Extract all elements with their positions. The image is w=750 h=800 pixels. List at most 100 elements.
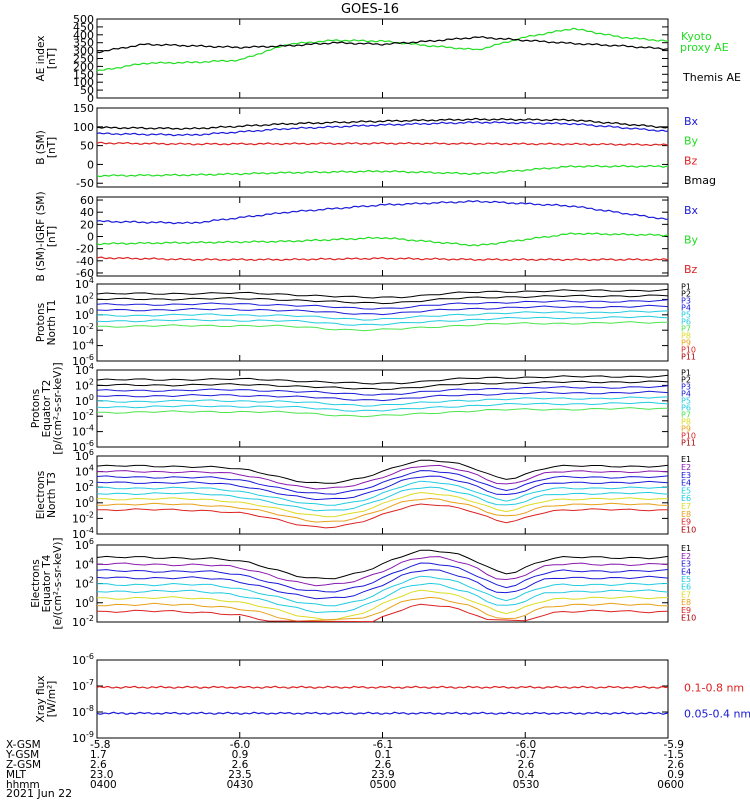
channel-E4 [96,569,669,600]
legend-By: By [684,135,699,148]
channel-P2 [96,380,669,391]
channel-E2 [96,464,669,490]
y-tick-label: 10-2 [72,510,94,525]
y-axis-label: [e/(cm²-s-sr-keV)] [52,538,64,630]
channel-P3 [96,299,669,310]
y-tick-label: 10-2 [72,408,94,423]
panel-frame [96,455,669,535]
y-axis-label: North T1 [46,300,58,346]
x-axis-value: -6.0 [516,739,537,751]
x-axis-value: 0600 [657,779,684,791]
y-tick-label: 0 [87,158,94,171]
legend-E9: E9 [681,606,691,615]
channel-P7 [97,407,669,418]
legend-E4: E4 [681,479,691,488]
x-axis-value: 0530 [513,779,540,791]
legend-Bz: Bz [684,263,698,276]
legend-E5: E5 [681,575,691,584]
legend-E4: E4 [681,567,691,576]
y-tick-label: 150 [73,102,94,115]
y-axis-label: Electrons [30,559,42,608]
series-by [96,232,669,247]
y-tick-label: 10-2 [72,322,94,337]
legend-E1: E1 [681,544,691,553]
panel-frame [96,659,669,739]
y-tick-label: 200 [73,60,94,73]
y-axis-label: Equator T2 [41,380,53,438]
legend-Bx: Bx [684,115,699,128]
legend-0.1-0.8 nm: 0.1-0.8 nm [684,681,744,694]
x-axis-value: 23.0 [90,769,113,781]
series-bmag [96,117,669,130]
legend-E7: E7 [681,590,691,599]
series-kyoto-proxy-ae [96,27,669,72]
series-by [96,164,669,178]
channel-E1 [96,459,669,484]
channel-E1 [96,549,669,580]
y-tick-label: 50 [80,84,94,97]
channel-P4 [96,304,669,316]
x-axis-value: -1.5 [664,749,685,761]
x-row-label: MLT [6,769,26,781]
y-tick-label: 10-6 [72,652,94,667]
y-axis-label: Protons [35,303,47,342]
y-tick-label: -20 [76,243,94,256]
series-themis-ae [96,35,669,54]
legend-E8: E8 [681,510,691,519]
channel-E9 [96,603,669,623]
panel-bsm: -50 0 50 100 150 B (SM) [nT] Bx By Bz Bmag [35,102,716,190]
legend-E3: E3 [681,560,691,569]
y-axis-label: [W/m²] [46,681,58,718]
y-tick-label: 0 [87,92,94,105]
channel-P7 [97,321,669,332]
y-tick-label: 40 [80,206,94,219]
legend-P1: P1 [681,283,691,292]
y-tick-label: 102 [75,479,94,494]
y-axis-label: [nT] [46,48,58,69]
legend-P4: P4 [681,390,691,399]
x-row-label: Y-GSM [5,749,39,761]
legend-P9: P9 [681,425,691,434]
channel-P6 [96,315,669,326]
y-tick-label: 400 [73,29,94,42]
panel-frame [96,18,669,99]
x-axis-value: -6.0 [230,739,251,751]
x-axis-value: 23.9 [371,769,394,781]
channel-E8 [97,497,669,523]
x-axis-value: 0400 [90,779,117,791]
legend-P8: P8 [681,418,691,427]
channel-P6 [96,401,669,412]
y-tick-label: 102 [75,377,94,392]
legend-P7: P7 [681,325,691,334]
y-tick-label: 106 [75,537,94,552]
legend-By: By [684,234,699,247]
footer-date: 2021 Jun 22 [6,787,72,800]
y-tick-label: -60 [76,267,94,280]
y-tick-label: 10-7 [72,678,94,693]
y-tick-label: 102 [75,291,94,306]
channel-E9 [96,503,669,529]
x-axis-value: 0.4 [518,769,535,781]
x-axis-value: 2.6 [90,759,107,771]
channel-P4 [96,390,669,402]
y-tick-label: 10-8 [72,704,94,719]
y-tick-label: 10-6 [72,353,94,368]
y-tick-label: 150 [73,68,94,81]
y-tick-label: -50 [76,177,94,190]
channel-E3 [96,470,669,495]
legend-P3: P3 [681,383,691,392]
x-axis-table: X-GSMY-GSMZ-GSMMLThhmm-5.81.72.623.00400… [5,739,684,791]
series-bx [96,200,668,225]
y-tick-label: 450 [73,21,94,34]
legend-E7: E7 [681,502,691,511]
channel-E7 [96,491,669,518]
legend-E10: E10 [681,525,696,534]
y-axis-label: Electrons [35,471,47,520]
series-0.05-0.4-nm [96,711,669,715]
